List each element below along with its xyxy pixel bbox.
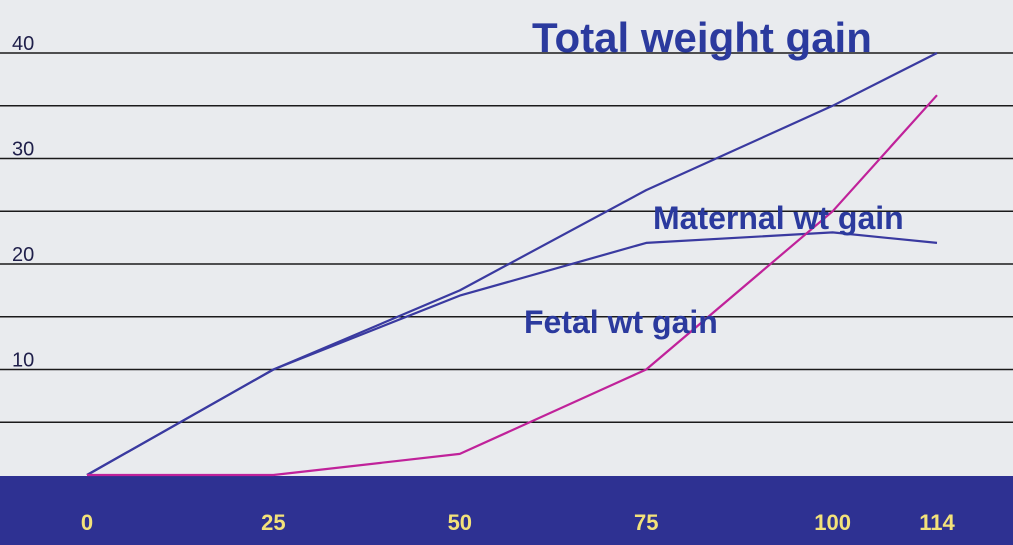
x-axis-ticks: 0 25 50 75 100 114: [81, 510, 956, 535]
series-labels: Total weight gain Maternal wt gain Fetal w…: [524, 14, 904, 340]
x-tick-label: 50: [448, 510, 472, 535]
series-lines: [86, 52, 938, 477]
x-axis-band: [0, 476, 1013, 545]
x-tick-label: 100: [814, 510, 851, 535]
x-tick-label: 75: [634, 510, 658, 535]
y-tick-label: 30: [12, 139, 34, 161]
series-label-0: Total weight gain: [532, 14, 872, 61]
y-tick-label: 40: [12, 33, 34, 55]
series-line-1: [86, 231, 938, 476]
y-tick-label: 10: [12, 350, 34, 372]
series-label-2: Fetal wt gain: [524, 304, 718, 340]
x-tick-label: 0: [81, 510, 93, 535]
y-axis-ticks: 10 20 30 40: [12, 33, 34, 372]
x-tick-label: 25: [261, 510, 285, 535]
y-tick-label: 20: [12, 244, 34, 266]
series-line-2: [87, 94, 938, 477]
gridlines: [0, 52, 1013, 424]
series-label-1: Maternal wt gain: [653, 200, 904, 236]
x-tick-label: 114: [919, 510, 955, 535]
